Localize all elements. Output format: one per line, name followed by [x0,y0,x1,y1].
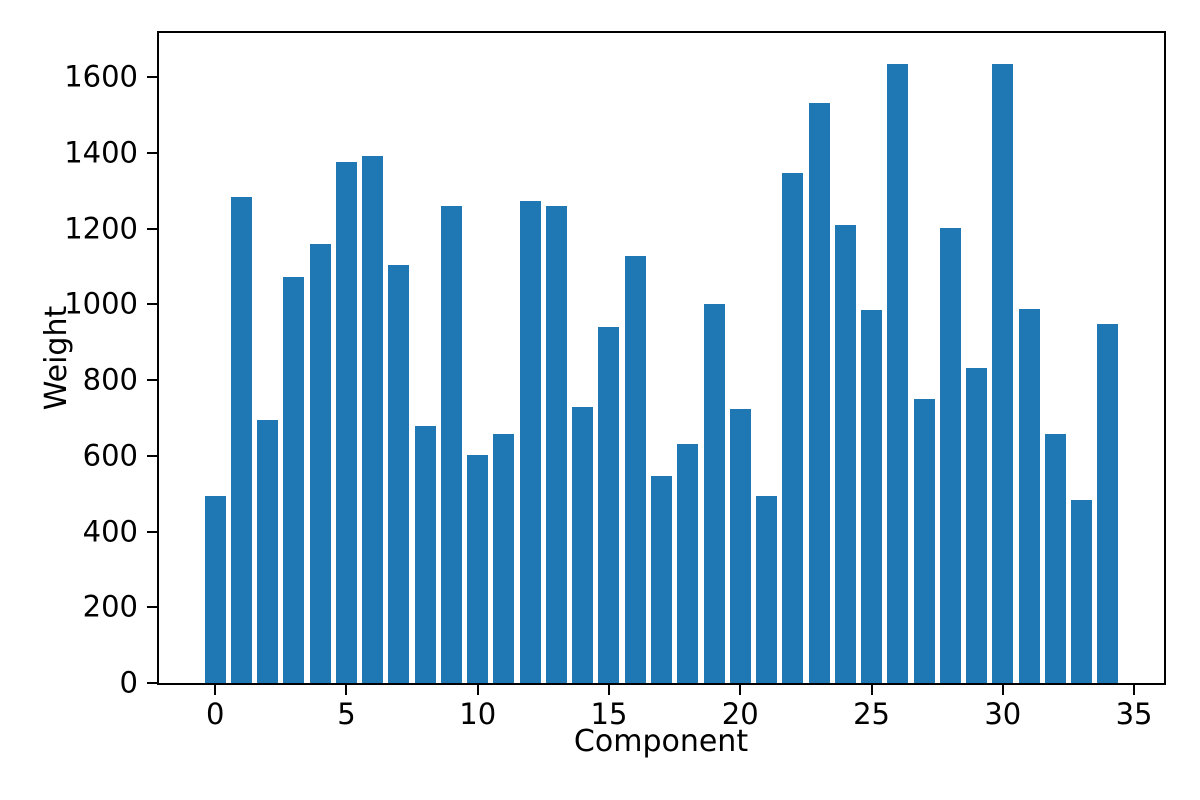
bar-component-11 [493,434,515,683]
bar-component-19 [703,304,725,683]
y-axis-label: Weight [39,305,74,411]
bar-component-32 [1044,433,1066,683]
y-tick-mark-1600 [147,76,157,79]
y-tick-mark-1400 [147,152,157,154]
y-tick-label-800: 800 [82,362,138,397]
bar-component-28 [939,228,961,683]
y-tick-label-200: 200 [82,589,138,624]
bar-component-29 [966,367,988,683]
bar-component-0 [204,496,226,683]
bar-component-33 [1071,500,1093,683]
x-tick-label-35: 35 [1115,697,1153,731]
y-tick-mark-400 [147,530,157,533]
x-tick-label-30: 30 [984,697,1022,731]
bar-component-34 [1097,324,1119,683]
bar-component-15 [598,327,620,683]
y-tick-label-0: 0 [119,665,138,700]
y-tick-label-600: 600 [82,438,138,473]
bar-component-30 [992,63,1014,683]
bar-component-13 [545,206,567,683]
y-tick-label-1200: 1200 [64,211,138,246]
bar-component-26 [887,64,909,683]
bar-component-22 [782,173,804,683]
bar-component-27 [913,399,935,683]
bar-component-10 [467,455,489,683]
y-tick-label-1400: 1400 [64,135,138,170]
y-tick-mark-800 [147,379,157,382]
bar-component-2 [257,419,279,683]
bar-component-1 [230,196,252,683]
bar-component-18 [677,443,699,683]
x-tick-label-15: 15 [590,697,628,731]
x-tick-mark-20 [739,685,742,695]
bar-component-4 [309,243,331,683]
x-tick-mark-10 [476,685,479,695]
y-tick-label-400: 400 [82,514,138,549]
x-tick-mark-0 [214,685,217,695]
y-tick-label-1600: 1600 [64,59,138,94]
bar-component-9 [440,206,462,683]
y-tick-mark-0 [147,682,157,684]
bar-component-16 [624,255,646,683]
bar-component-17 [650,475,672,683]
bar-component-23 [808,102,830,683]
x-tick-mark-5 [345,685,348,695]
x-tick-label-5: 5 [337,697,356,731]
bar-component-21 [756,496,777,683]
y-tick-mark-1000 [147,303,157,306]
x-tick-mark-15 [607,685,610,695]
x-tick-label-25: 25 [853,697,890,731]
bar-component-6 [362,156,384,683]
x-axis-label: Component [573,724,749,759]
y-tick-mark-600 [147,454,157,457]
x-tick-mark-35 [1133,685,1136,695]
bar-component-14 [572,407,594,683]
bar-component-20 [729,409,751,683]
bar-component-7 [388,265,410,683]
bar-component-25 [861,310,883,683]
bar-component-12 [519,201,541,683]
bar-component-24 [834,224,856,683]
bar-component-5 [335,162,357,683]
bar-component-3 [283,276,305,683]
bar-component-31 [1018,308,1040,683]
x-tick-mark-30 [1001,685,1004,695]
x-tick-mark-25 [870,685,873,695]
x-tick-label-0: 0 [205,697,225,731]
y-tick-label-1000: 1000 [64,286,138,321]
y-tick-mark-200 [147,606,157,609]
bar-component-8 [414,425,436,683]
x-tick-label-20: 20 [721,697,759,731]
x-tick-label-10: 10 [459,697,497,731]
y-tick-mark-1200 [147,227,157,230]
plot-area: 0 200 400 600 800 1000 1200 1400 1600 0 5 10 15 20 25 3… [64,31,1166,729]
